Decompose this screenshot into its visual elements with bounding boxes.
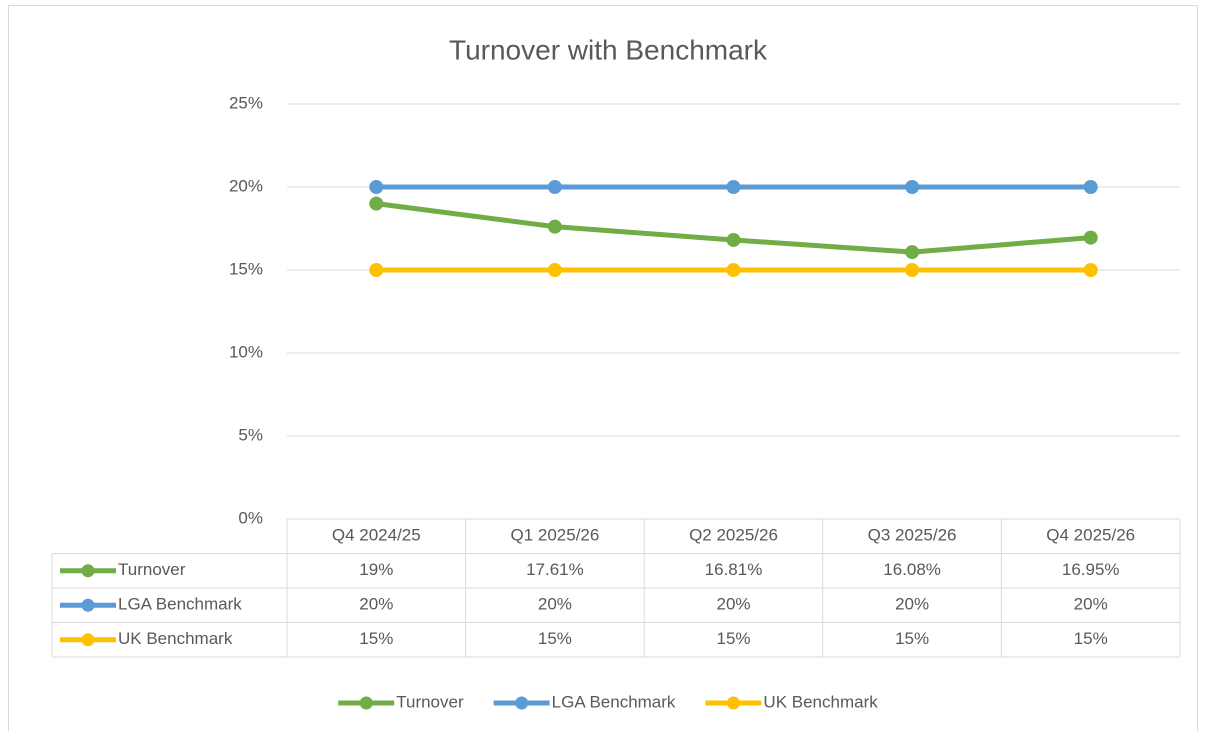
data-point <box>905 245 920 260</box>
legend-label: Turnover <box>396 692 464 711</box>
y-tick-label: 15% <box>229 259 263 278</box>
data-point <box>369 263 384 277</box>
chart-title: Turnover with Benchmark <box>449 34 768 65</box>
y-tick-label: 10% <box>229 342 263 361</box>
legend-marker <box>515 696 529 710</box>
table-cell: 16.08% <box>883 560 941 579</box>
table-cell: 17.61% <box>526 560 584 579</box>
table-row-label: LGA Benchmark <box>118 595 242 614</box>
table-cell: 20% <box>1074 595 1108 614</box>
legend-label: LGA Benchmark <box>552 692 676 711</box>
data-point <box>1083 180 1098 194</box>
table-cell: 15% <box>359 629 393 648</box>
x-tick-label: Q2 2025/26 <box>689 526 778 545</box>
table-legend-marker <box>81 598 95 612</box>
table-cell: 16.81% <box>705 560 763 579</box>
data-point <box>905 263 920 277</box>
data-point <box>547 180 562 194</box>
table-row-label: UK Benchmark <box>118 629 233 648</box>
x-tick-label: Q4 2024/25 <box>332 526 421 545</box>
data-point <box>1083 263 1098 277</box>
x-tick-label: Q1 2025/26 <box>510 526 599 545</box>
data-point <box>726 232 741 247</box>
table-legend-marker <box>81 564 95 578</box>
table-cell: 20% <box>359 595 393 614</box>
data-point <box>547 219 562 234</box>
table-cell: 20% <box>716 595 750 614</box>
legend-marker <box>726 696 740 710</box>
y-tick-label: 0% <box>238 508 263 527</box>
data-point <box>726 263 741 277</box>
data-point <box>1083 230 1098 245</box>
data-point <box>369 180 384 194</box>
table-cell: 15% <box>538 629 572 648</box>
chart-frame <box>8 5 1198 731</box>
table-legend-marker <box>81 633 95 647</box>
y-tick-label: 25% <box>229 93 263 112</box>
x-tick-label: Q4 2025/26 <box>1046 526 1135 545</box>
x-tick-label: Q3 2025/26 <box>868 526 957 545</box>
data-point <box>905 180 920 194</box>
data-point <box>547 263 562 277</box>
table-cell: 19% <box>359 560 393 579</box>
table-cell: 15% <box>895 629 929 648</box>
legend-marker <box>359 696 373 710</box>
table-cell: 15% <box>1074 629 1108 648</box>
y-tick-label: 20% <box>229 176 263 195</box>
legend-label: UK Benchmark <box>763 692 878 711</box>
table-cell: 15% <box>716 629 750 648</box>
data-point <box>369 196 384 211</box>
table-cell: 20% <box>895 595 929 614</box>
table-row-label: Turnover <box>118 560 186 579</box>
data-point <box>726 180 741 194</box>
table-cell: 16.95% <box>1062 560 1120 579</box>
y-tick-label: 5% <box>238 425 263 444</box>
table-cell: 20% <box>538 595 572 614</box>
